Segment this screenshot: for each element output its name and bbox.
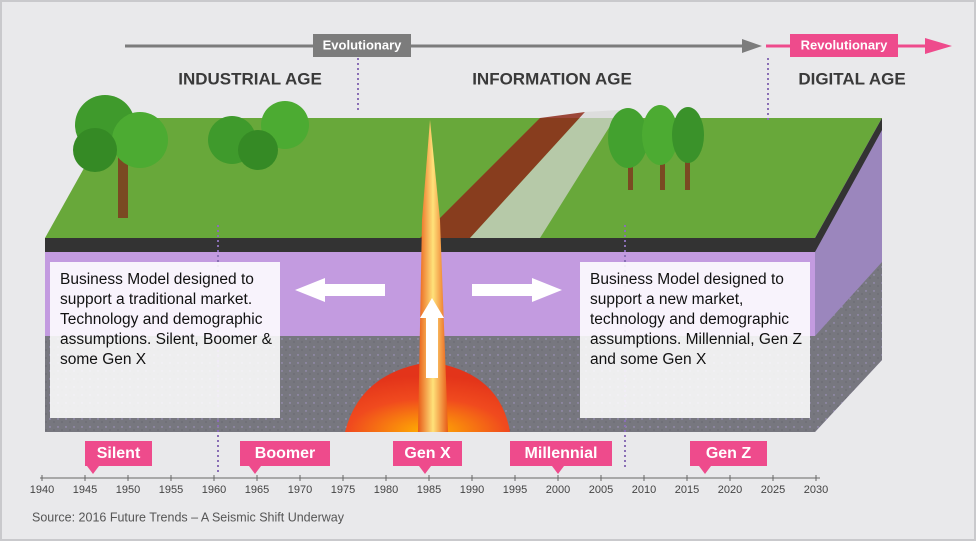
generation-label: Gen Z xyxy=(706,445,752,462)
year-label: 2030 xyxy=(804,484,828,496)
year-label: 2015 xyxy=(675,484,699,496)
year-label: 2010 xyxy=(632,484,656,496)
generation-label: Millennial xyxy=(525,445,598,462)
year-label: 1985 xyxy=(417,484,441,496)
arrow-head xyxy=(742,39,762,53)
age-label: DIGITAL AGE xyxy=(798,69,905,88)
year-label: 1970 xyxy=(288,484,312,496)
year-label: 1980 xyxy=(374,484,398,496)
year-label: 1990 xyxy=(460,484,484,496)
generation-pointer xyxy=(699,466,711,474)
generation-label: Boomer xyxy=(255,445,315,462)
source: Source: 2016 Future Trends – A Seismic S… xyxy=(32,510,345,524)
infographic: Evolutionary Revolutionary INDUSTRIAL AG… xyxy=(0,0,976,541)
year-label: 1995 xyxy=(503,484,527,496)
evolutionary-label: Evolutionary xyxy=(323,37,403,52)
revolutionary-label: Revolutionary xyxy=(801,37,888,52)
age-label: INDUSTRIAL AGE xyxy=(178,69,322,88)
generation-pointer xyxy=(552,466,564,474)
year-label: 1960 xyxy=(202,484,226,496)
year-label: 2000 xyxy=(546,484,570,496)
year-label: 1950 xyxy=(116,484,140,496)
age-label: INFORMATION AGE xyxy=(472,69,632,88)
year-label: 1965 xyxy=(245,484,269,496)
generation-label: Gen X xyxy=(404,445,451,462)
year-label: 1945 xyxy=(73,484,97,496)
year-label: 2005 xyxy=(589,484,613,496)
generation-label: Silent xyxy=(97,445,141,462)
year-label: 1940 xyxy=(30,484,54,496)
year-label: 1975 xyxy=(331,484,355,496)
text-box: Business Model designed to support a tra… xyxy=(50,262,280,418)
generation-pointer xyxy=(419,466,431,474)
text-box: Business Model designed to support a new… xyxy=(580,262,810,418)
arrow-head xyxy=(925,38,952,54)
year-label: 2025 xyxy=(761,484,785,496)
year-label: 1955 xyxy=(159,484,183,496)
year-label: 2020 xyxy=(718,484,742,496)
generation-pointer xyxy=(249,466,261,474)
generation-pointer xyxy=(87,466,99,474)
